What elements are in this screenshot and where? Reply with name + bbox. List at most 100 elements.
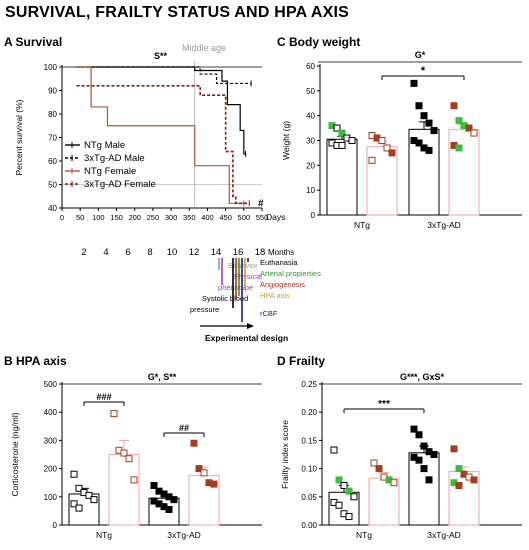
- panel-c-data-point: [465, 124, 473, 132]
- panel-c-data-point: [415, 139, 423, 147]
- timeline-event-label: rCBF: [260, 309, 278, 318]
- panel-b-bar: [108, 454, 140, 526]
- timeline-event-label: Physical: [234, 272, 262, 281]
- panel-d-data-point: [335, 501, 343, 509]
- panel-b-data-point: [85, 491, 93, 499]
- panel-c-group-stat: G*: [415, 50, 426, 60]
- panel-d-category-label: NTg: [356, 530, 372, 540]
- legend-label-2: NTg Female: [84, 166, 136, 177]
- figure-title: SURVIVAL, FRAILTY STATUS AND HPA AXIS: [5, 4, 350, 21]
- panel-c-data-point: [388, 149, 396, 157]
- panel-a-x-tick-label: 100: [92, 213, 105, 222]
- panel-a-y-label: Percent survival (%): [14, 99, 24, 175]
- panel-b-pair-stat: ##: [179, 423, 189, 433]
- timeline-event-label: pressure: [190, 305, 219, 314]
- panel-c-data-point: [470, 129, 478, 137]
- panel-c-data-point: [333, 124, 341, 132]
- panel-c-data-point: [368, 156, 376, 164]
- timeline-month: 2: [81, 247, 86, 258]
- panel-d-y-tick-label: 0.00: [301, 521, 317, 530]
- panel-d-title: D Frailty: [277, 354, 325, 368]
- panel-d-data-point: [450, 445, 458, 453]
- panel-b-data-point: [75, 504, 83, 512]
- timeline-month: 14: [211, 247, 222, 258]
- panel-b-data-point: [70, 470, 78, 478]
- legend-label-1: 3xTg-AD Male: [84, 153, 145, 164]
- panel-b-y-tick-label: 200: [44, 465, 58, 474]
- panel-d-data-point: [330, 446, 338, 454]
- panel-c-data-point: [338, 129, 346, 137]
- panel-a-x-tick-label: 500: [238, 213, 251, 222]
- panel-c-y-tick-label: 10: [306, 186, 315, 195]
- panel-d-data-point: [350, 493, 358, 501]
- timeline-event-label: Systolic blood: [202, 294, 248, 303]
- panel-d-data-point: [370, 459, 378, 467]
- panel-b-data-point: [130, 476, 138, 484]
- panel-b-data-point: [190, 439, 198, 447]
- timeline-month: 16: [233, 247, 244, 258]
- panel-b-y-tick-label: 300: [44, 436, 58, 445]
- panel-a-title: A Survival: [4, 35, 62, 49]
- panel-a-x-tick-label: 50: [76, 213, 84, 222]
- panel-a-y-tick-label: 40: [48, 204, 57, 213]
- panel-b-data-point: [210, 480, 218, 488]
- panel-b-data-point: [110, 410, 118, 418]
- panel-c-data-point: [455, 144, 463, 152]
- timeline-month: 10: [167, 247, 178, 258]
- panel-d-data-point: [455, 465, 463, 473]
- panel-d-data-point: [455, 482, 463, 490]
- panel-b-data-point: [195, 465, 203, 473]
- panel-c-bar: [326, 138, 358, 216]
- panel-b-data-point: [70, 500, 78, 508]
- panel-b-data-point: [165, 505, 173, 513]
- survival-series-1: [76, 66, 252, 85]
- panel-d-data-point: [410, 425, 418, 433]
- timeline-month: 12: [189, 247, 200, 258]
- panel-d-data-point: [425, 476, 433, 484]
- panel-d-y-tick-label: 0.15: [301, 436, 317, 445]
- timeline-event-label: Angiogenesis: [260, 280, 305, 289]
- panel-c-title: C Body weight: [277, 35, 360, 49]
- panel-d-y-tick-label: 0.10: [301, 465, 317, 474]
- panel-a-x-label: Days: [266, 212, 285, 222]
- panel-c-data-point: [338, 141, 346, 149]
- legend-label-0: NTg Male: [84, 140, 125, 151]
- panel-d-data-point: [420, 465, 428, 473]
- panel-c-data-point: [425, 119, 433, 127]
- panel-a-end-mark: #: [258, 198, 264, 209]
- timeline-month: 6: [125, 247, 130, 258]
- panel-b-y-tick-label: 0: [53, 521, 58, 530]
- panel-d-y-tick-label: 0.20: [301, 408, 317, 417]
- panel-a-annotation: Middle age: [182, 43, 226, 53]
- panel-c-y-tick-label: 0: [311, 211, 316, 220]
- timeline-month: 4: [103, 247, 108, 258]
- panel-c-y-tick-label: 20: [306, 161, 315, 170]
- panel-c-data-point: [415, 102, 423, 110]
- panel-d-bar: [408, 452, 440, 526]
- timeline-event-label: Behavior: [228, 261, 258, 270]
- timeline-event-label: HPA axis: [260, 291, 290, 300]
- panel-b-group-stat: G*, S**: [148, 372, 177, 382]
- panel-d-y-tick-label: 0.05: [301, 493, 317, 502]
- panel-a-y-tick-label: 80: [48, 110, 57, 119]
- panel-c-data-point: [420, 112, 428, 120]
- panel-c-y-label: Weight (g): [281, 121, 291, 160]
- panel-c-data-point: [455, 117, 463, 125]
- panel-b-title: B HPA axis: [4, 354, 67, 368]
- panel-b-data-point: [200, 469, 208, 477]
- panel-a-x-tick-label: 550: [256, 213, 269, 222]
- panel-d-category-label: 3xTg-AD: [427, 530, 461, 540]
- panel-c-data-point: [383, 144, 391, 152]
- panel-c-data-point: [450, 102, 458, 110]
- panel-c-category-label: NTg: [354, 220, 370, 230]
- panel-c-data-point: [348, 137, 356, 144]
- panel-d-data-point: [340, 482, 348, 490]
- panel-d-y-tick-label: 0.25: [301, 380, 317, 389]
- panel-d-data-point: [345, 513, 353, 521]
- legend-label-3: 3xTg-AD Female: [84, 179, 156, 190]
- timeline-month: 18: [255, 247, 266, 258]
- timeline-arrow-head: [247, 323, 254, 329]
- panel-b-y-label: Corticosterone (ng/ml): [10, 412, 20, 496]
- panel-c-data-point: [430, 127, 438, 135]
- survival-series-0: [76, 66, 246, 155]
